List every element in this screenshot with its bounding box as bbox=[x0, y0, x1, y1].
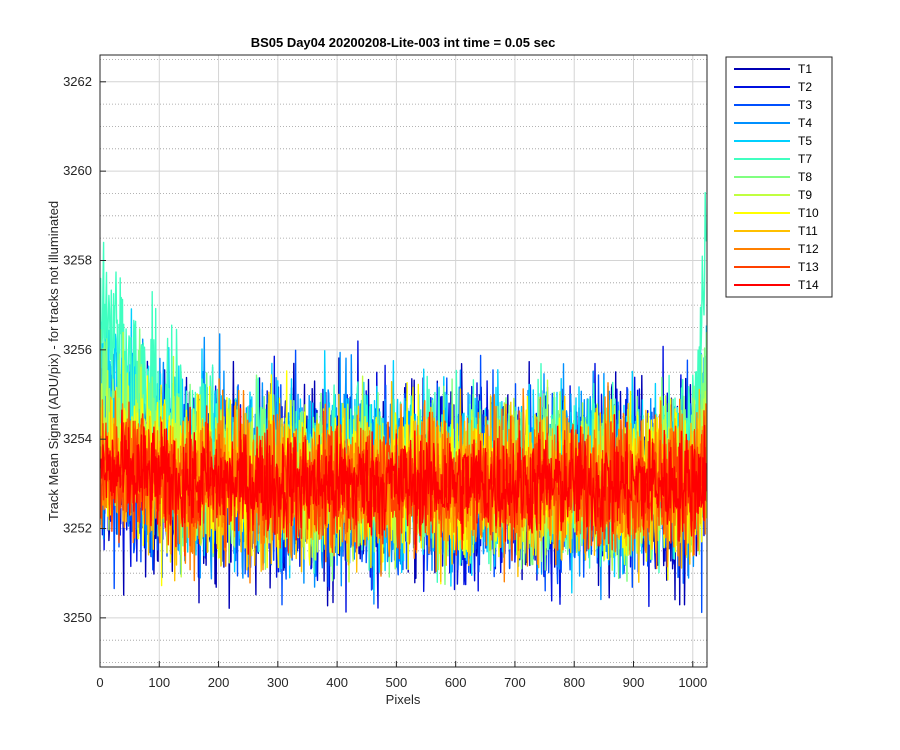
series-line-t14 bbox=[100, 406, 707, 555]
legend-label: T10 bbox=[798, 206, 819, 220]
legend-label: T8 bbox=[798, 170, 812, 184]
x-tick-label: 800 bbox=[563, 675, 585, 690]
legend-label: T12 bbox=[798, 242, 819, 256]
legend-label: T14 bbox=[798, 278, 819, 292]
y-tick-label: 3262 bbox=[63, 74, 92, 89]
x-axis-label: Pixels bbox=[386, 692, 421, 707]
y-tick-label: 3258 bbox=[63, 252, 92, 267]
legend-label: T9 bbox=[798, 188, 812, 202]
legend-label: T7 bbox=[798, 152, 812, 166]
legend-label: T13 bbox=[798, 260, 819, 274]
legend-label: T4 bbox=[798, 116, 812, 130]
plot-series bbox=[100, 192, 707, 614]
x-tick-label: 200 bbox=[208, 675, 230, 690]
legend-label: T2 bbox=[798, 80, 812, 94]
axis-ticks: 0 100 200 300 400 500 600 700 800 900 1000 3250 3252… bbox=[63, 74, 707, 690]
y-tick-label: 3260 bbox=[63, 163, 92, 178]
y-tick-label: 3250 bbox=[63, 610, 92, 625]
y-tick-label: 3254 bbox=[63, 431, 92, 446]
x-tick-label: 900 bbox=[623, 675, 645, 690]
x-tick-label: 0 bbox=[96, 675, 103, 690]
legend-label: T5 bbox=[798, 134, 812, 148]
x-tick-label: 1000 bbox=[678, 675, 707, 690]
chart-title: BS05 Day04 20200208-Lite-003 int time = … bbox=[251, 35, 556, 50]
x-tick-label: 100 bbox=[148, 675, 170, 690]
y-axis-label: Track Mean Signal (ADU/pix) - for tracks… bbox=[46, 201, 61, 521]
x-tick-label: 500 bbox=[386, 675, 408, 690]
grid bbox=[99, 55, 707, 667]
y-tick-label: 3256 bbox=[63, 342, 92, 357]
x-tick-label: 400 bbox=[326, 675, 348, 690]
legend-label: T11 bbox=[798, 224, 818, 238]
x-tick-label: 300 bbox=[267, 675, 289, 690]
axes-box bbox=[99, 54, 708, 668]
x-tick-label: 700 bbox=[504, 675, 526, 690]
legend-label: T1 bbox=[798, 62, 812, 76]
y-tick-label: 3252 bbox=[63, 521, 92, 536]
legend: T1 T2 T3 T4 T5 T7 T8 T9 T10 T11 T12 T13 T14 bbox=[725, 56, 833, 298]
x-tick-label: 600 bbox=[445, 675, 467, 690]
legend-label: T3 bbox=[798, 98, 812, 112]
